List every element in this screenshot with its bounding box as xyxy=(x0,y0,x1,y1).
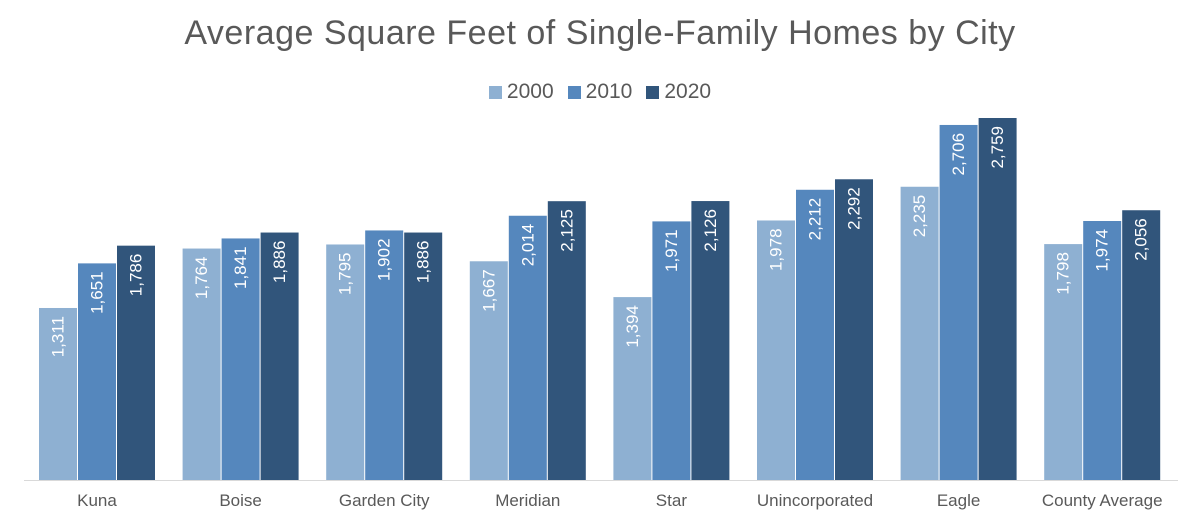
x-tick-label: Kuna xyxy=(77,491,117,510)
data-label: 1,978 xyxy=(767,228,786,271)
data-label: 1,786 xyxy=(127,254,146,297)
legend-label-2010: 2010 xyxy=(585,80,633,103)
bar-eagle-2020 xyxy=(978,118,1017,480)
data-label: 1,902 xyxy=(375,238,394,281)
data-label: 1,667 xyxy=(479,269,498,312)
bar-kuna-2010 xyxy=(78,263,116,480)
bar-star-2010 xyxy=(652,221,691,480)
bar-star-2000 xyxy=(613,297,652,480)
legend-swatch-2020 xyxy=(646,85,660,99)
bar-boise-2020 xyxy=(260,232,299,480)
bar-county-average-2010 xyxy=(1083,220,1122,480)
data-label: 2,056 xyxy=(1132,218,1151,261)
data-label: 1,651 xyxy=(88,271,107,314)
legend-item-2000: 2000 xyxy=(488,80,554,104)
data-label: 1,841 xyxy=(231,246,250,289)
data-label: 2,212 xyxy=(806,198,825,241)
legend-swatch-2010 xyxy=(567,85,581,99)
bar-kuna-2000 xyxy=(39,307,77,480)
legend-item-2020: 2020 xyxy=(646,80,711,104)
data-label: 2,292 xyxy=(845,187,864,230)
x-tick-label: Garden City xyxy=(339,491,430,510)
data-label: 1,394 xyxy=(623,305,642,348)
x-tick-label: Unincorporated xyxy=(757,491,873,510)
bar-eagle-2010 xyxy=(939,124,978,480)
bar-boise-2010 xyxy=(221,238,260,480)
bar-meridian-2000 xyxy=(469,261,508,480)
bar-meridian-2020 xyxy=(547,201,586,480)
bar-kuna-2020 xyxy=(117,245,155,480)
bar-unincorporated-2000 xyxy=(757,220,795,480)
legend-swatch-2000 xyxy=(488,85,502,99)
data-label: 1,974 xyxy=(1093,229,1112,272)
bar-county-average-2020 xyxy=(1122,210,1161,480)
bar-meridian-2010 xyxy=(508,215,547,480)
data-label: 1,971 xyxy=(662,229,681,272)
legend-label-2020: 2020 xyxy=(664,80,712,103)
bar-garden-city-2010 xyxy=(365,230,404,480)
chart-title: Average Square Feet of Single-Family Hom… xyxy=(184,14,1016,52)
bar-garden-city-2020 xyxy=(404,232,443,480)
data-label: 1,311 xyxy=(49,316,68,357)
data-label: 1,886 xyxy=(270,241,289,284)
data-label: 2,125 xyxy=(557,209,576,252)
bar-boise-2000 xyxy=(182,248,221,480)
bar-county-average-2000 xyxy=(1044,244,1083,480)
bar-unincorporated-2010 xyxy=(796,189,834,480)
data-label: 1,886 xyxy=(414,241,433,284)
data-label: 2,706 xyxy=(949,133,968,176)
data-label: 2,759 xyxy=(988,126,1007,169)
bar-star-2020 xyxy=(691,201,730,480)
x-tick-label: County Average xyxy=(1042,491,1163,510)
legend-item-2010: 2010 xyxy=(567,80,633,104)
data-label: 2,014 xyxy=(518,224,537,267)
legend-label-2000: 2000 xyxy=(506,80,554,103)
legend: 2000 2010 2020 xyxy=(0,80,1200,104)
x-tick-label: Meridian xyxy=(495,491,560,510)
data-label: 1,798 xyxy=(1054,252,1073,295)
bar-unincorporated-2020 xyxy=(835,179,873,480)
data-label: 2,126 xyxy=(701,209,720,252)
x-tick-label: Star xyxy=(656,491,688,510)
data-label: 2,235 xyxy=(910,195,929,238)
x-tick-label: Eagle xyxy=(937,491,980,510)
bar-eagle-2000 xyxy=(900,186,939,480)
bar-garden-city-2000 xyxy=(326,244,365,480)
data-label: 1,764 xyxy=(192,257,211,300)
data-label: 1,795 xyxy=(336,252,355,295)
x-tick-label: Boise xyxy=(219,491,262,510)
